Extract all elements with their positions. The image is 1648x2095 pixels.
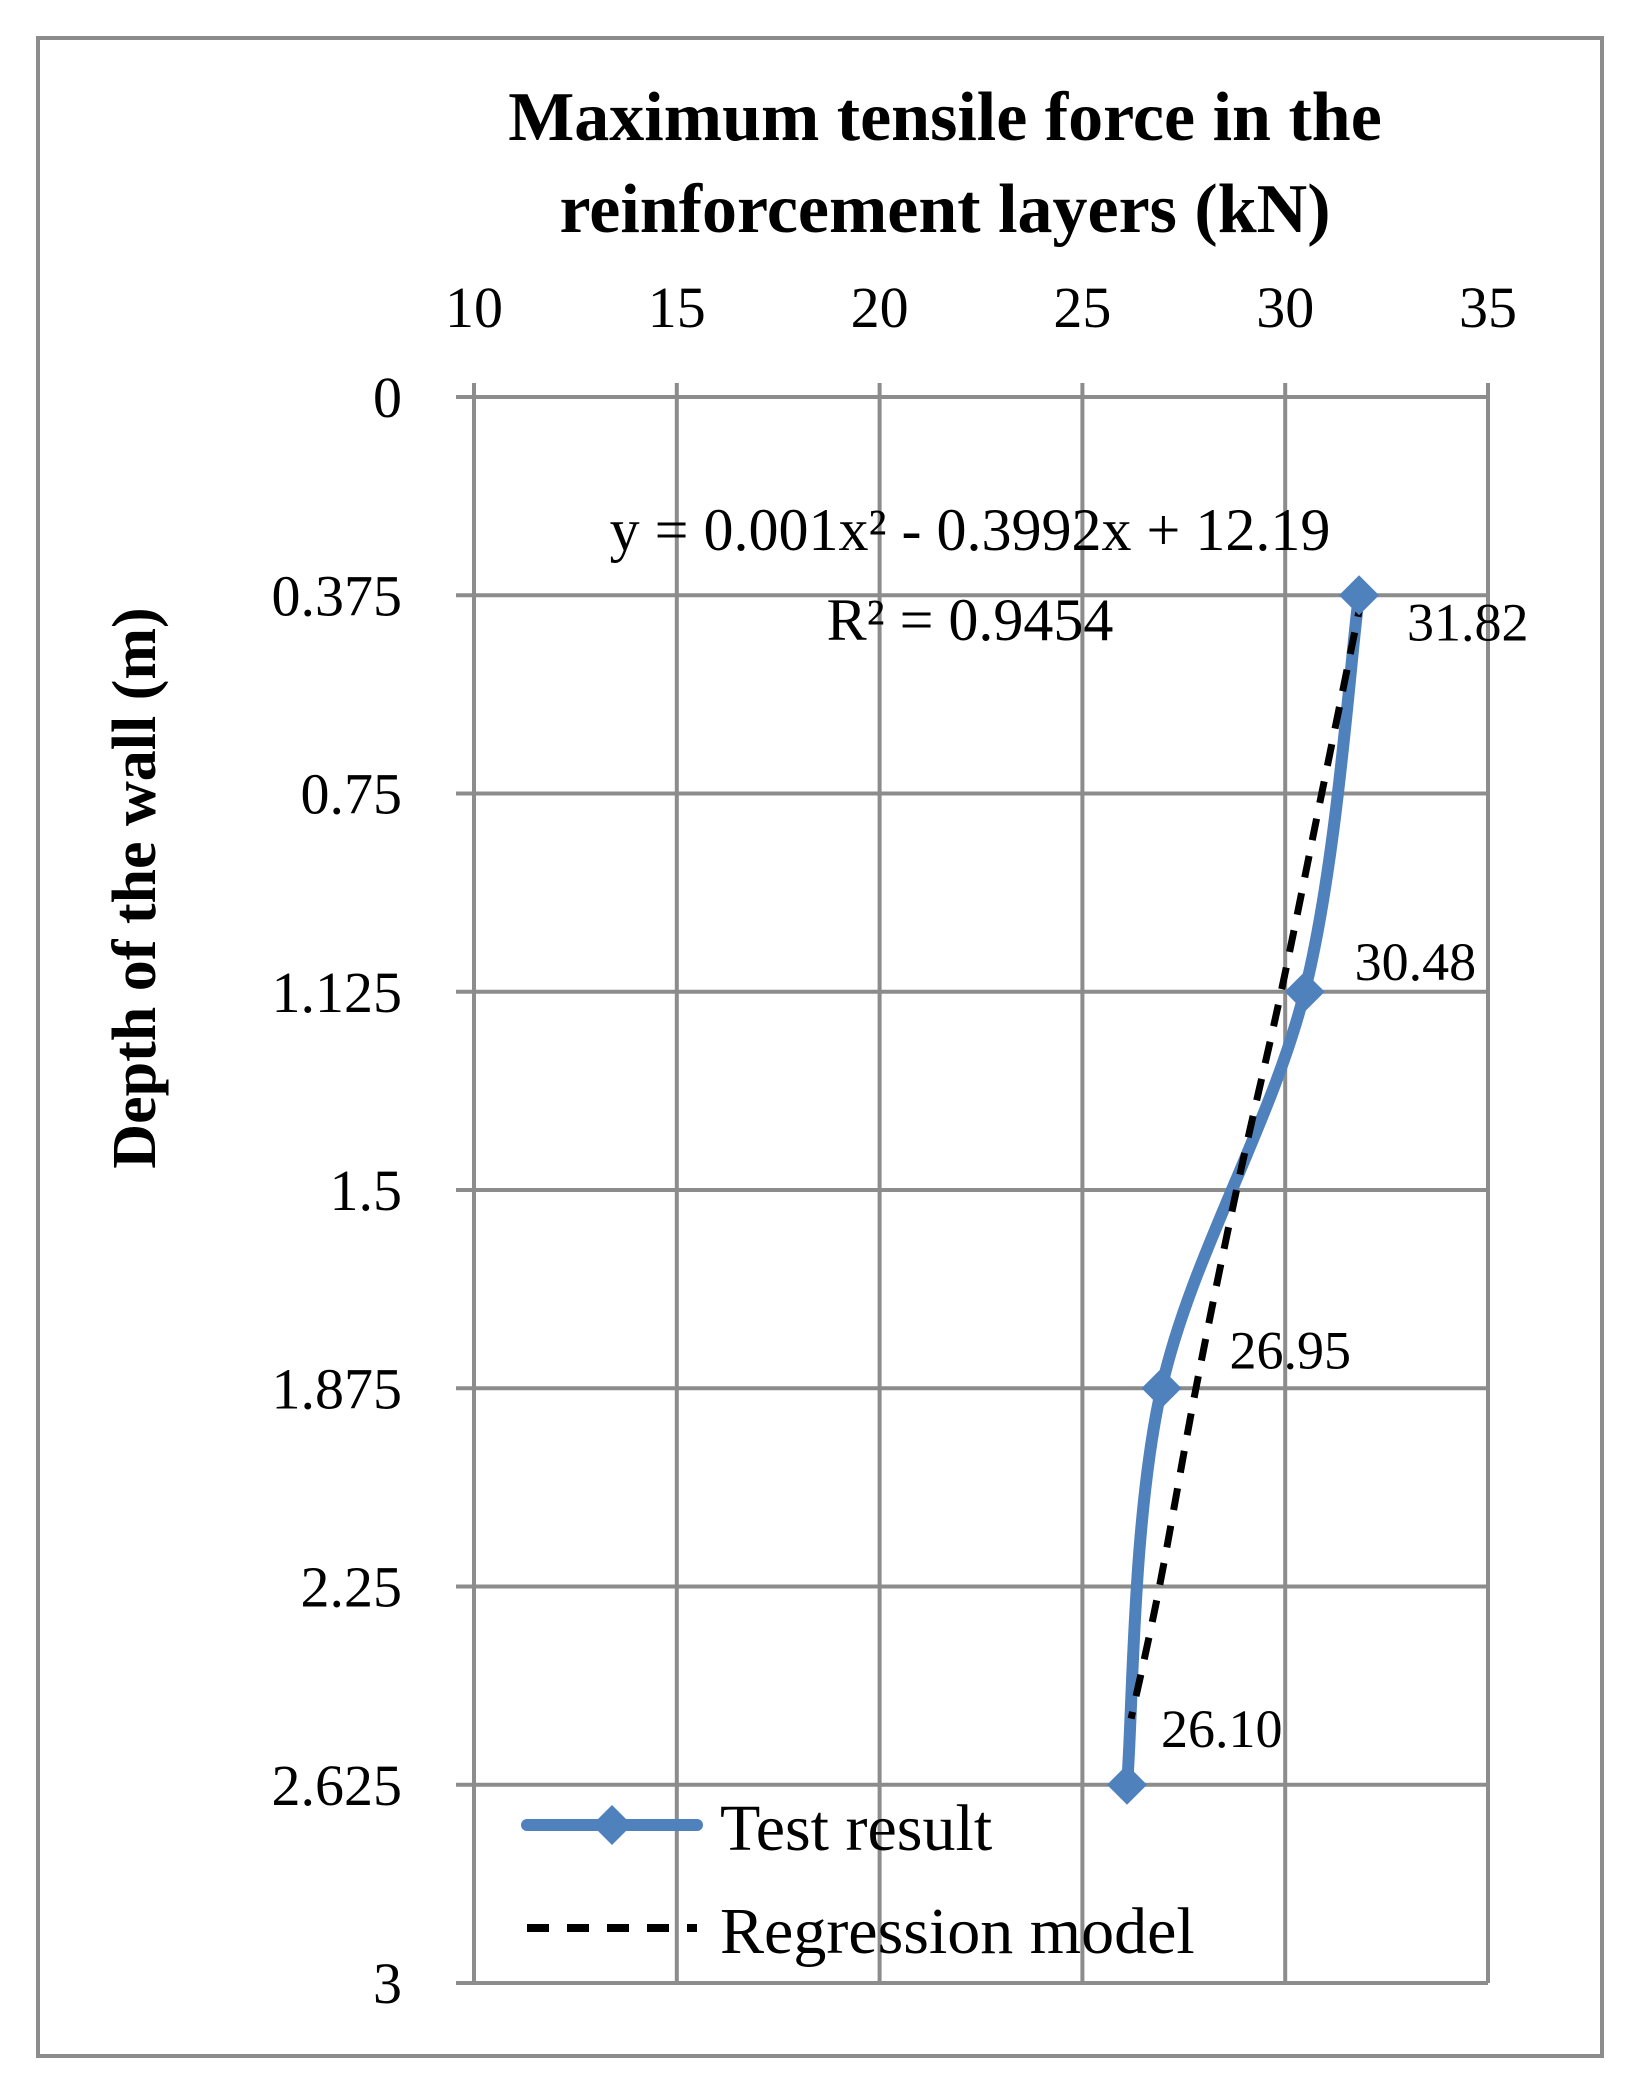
legend-test-result-label: Test result — [720, 1792, 992, 1865]
y-tick-labels: 0 0.375 0.75 1.125 1.5 1.875 2.25 2.625 3 — [272, 365, 403, 2016]
gridlines — [456, 383, 1490, 1985]
series-test-result-line — [1121, 589, 1366, 1791]
y-tick-label: 0.75 — [301, 762, 403, 827]
chart-frame — [36, 36, 1604, 2058]
test-result-marker — [1141, 1368, 1182, 1409]
y-tick-label: 0.375 — [272, 563, 403, 628]
y-tick-label: 1.5 — [330, 1158, 403, 1223]
legend-regression-label: Regression model — [720, 1895, 1195, 1968]
test-result-data-label: 26.10 — [1161, 1699, 1283, 1759]
y-tick-label: 1.125 — [272, 960, 403, 1025]
y-axis-title: Depth of the wall (m) — [101, 607, 169, 1168]
test-result-data-label: 31.82 — [1407, 592, 1529, 652]
test-result-marker — [1107, 1764, 1148, 1805]
test-result-marker — [1284, 971, 1325, 1012]
test-result-data-label: 30.48 — [1355, 932, 1477, 992]
legend: Test result Regression model — [521, 1792, 1195, 1968]
series-regression-line — [1127, 594, 1366, 1720]
y-tick-label: 1.875 — [272, 1356, 403, 1421]
y-tick-label: 3 — [373, 1951, 402, 2016]
x-tick-labels: 10 15 20 25 30 35 — [445, 275, 1517, 340]
series-layer — [1107, 575, 1380, 1805]
x-tick-label: 30 — [1256, 275, 1314, 340]
test-result-marker — [1339, 575, 1380, 616]
legend-test-result-marker — [592, 1805, 632, 1845]
y-tick-label: 0 — [373, 365, 402, 430]
x-tick-label: 15 — [648, 275, 706, 340]
x-tick-label: 10 — [445, 275, 503, 340]
r-squared-label: R² = 0.9454 — [827, 587, 1114, 653]
x-tick-label: 20 — [851, 275, 909, 340]
y-tick-label: 2.25 — [301, 1555, 403, 1620]
x-tick-label: 35 — [1459, 275, 1517, 340]
test-result-data-label: 26.95 — [1229, 1320, 1351, 1380]
chart-title-line-2: reinforcement layers (kN) — [559, 171, 1330, 248]
y-tick-label: 2.625 — [272, 1753, 403, 1818]
chart-title-line-1: Maximum tensile force in the — [508, 79, 1382, 156]
trendline-equation: y = 0.001x² - 0.3992x + 12.19 — [610, 497, 1331, 563]
x-tick-label: 25 — [1053, 275, 1111, 340]
data-labels: 31.82 30.48 26.95 26.10 — [1161, 592, 1529, 1759]
